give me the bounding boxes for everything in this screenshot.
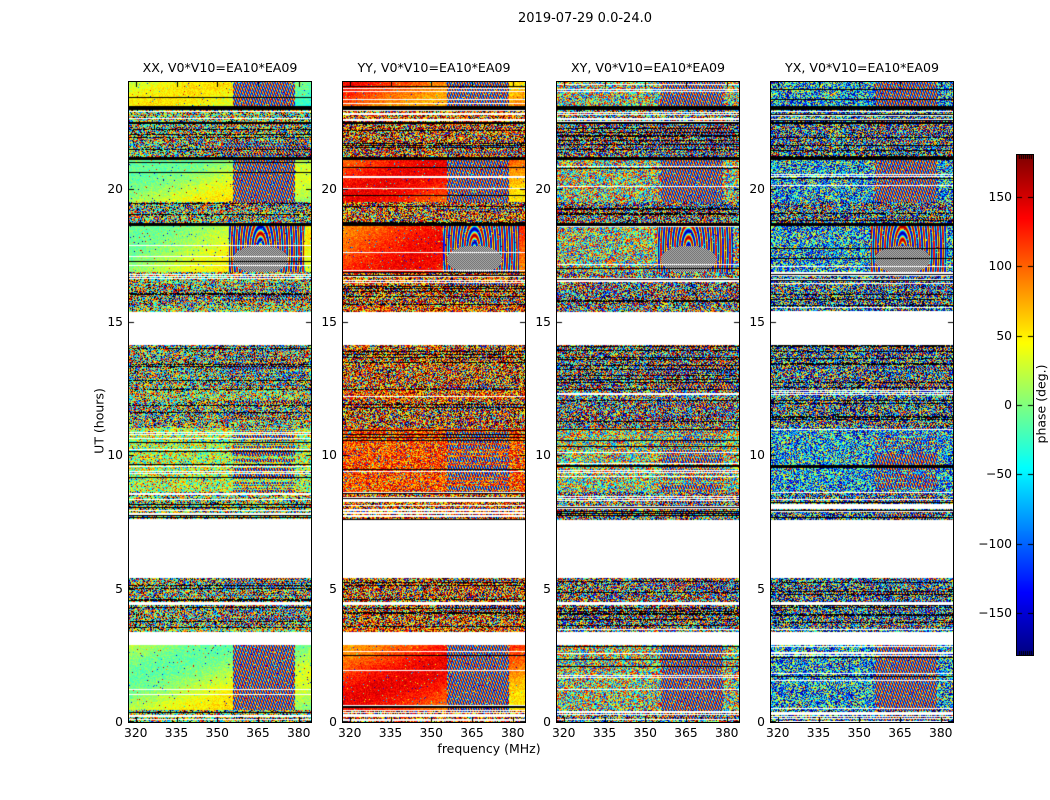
x-tick-label: 350 bbox=[205, 726, 230, 740]
colorbar-tick-label: 0 bbox=[1004, 398, 1012, 412]
x-tick-label: 380 bbox=[501, 726, 525, 740]
y-tick-label: 20 bbox=[107, 181, 123, 196]
colorbar-tick-label: 150 bbox=[988, 190, 1012, 204]
panel-title-yy: YY, V0*V10=EA10*EA09 bbox=[357, 60, 511, 75]
y-tick-label: 10 bbox=[321, 448, 337, 463]
heatmap-canvas-xx bbox=[129, 82, 311, 722]
y-tick-label: 20 bbox=[321, 181, 337, 196]
x-axis-label: frequency (MHz) bbox=[437, 741, 541, 756]
panel-title-yx: YX, V0*V10=EA10*EA09 bbox=[785, 60, 939, 75]
x-tick-label: 335 bbox=[164, 726, 189, 740]
heatmap-canvas-yy bbox=[343, 82, 525, 722]
x-tick-label: 320 bbox=[552, 726, 576, 740]
y-tick-label: 15 bbox=[749, 315, 765, 329]
heatmap-canvas-yx bbox=[771, 82, 953, 722]
x-tick-label: 365 bbox=[460, 726, 484, 740]
colorbar bbox=[1016, 154, 1034, 656]
panel-yx bbox=[770, 81, 954, 723]
x-tick-label: 380 bbox=[715, 726, 739, 740]
y-tick-label: 10 bbox=[535, 448, 551, 463]
y-tick-label: 0 bbox=[757, 715, 765, 729]
x-tick-label: 320 bbox=[766, 726, 790, 740]
y-tick-label: 10 bbox=[749, 448, 765, 463]
figure-title: 2019-07-29 0.0-24.0 bbox=[518, 11, 652, 26]
colorbar-tick-label: −100 bbox=[978, 537, 1012, 551]
y-tick-label: 20 bbox=[749, 181, 765, 196]
x-tick-label: 365 bbox=[246, 726, 270, 740]
panel-yy bbox=[342, 81, 526, 723]
y-tick-label: 0 bbox=[543, 715, 551, 729]
y-tick-label: 20 bbox=[535, 181, 551, 196]
heatmap-canvas-xy bbox=[557, 82, 739, 722]
x-tick-label: 365 bbox=[888, 726, 912, 740]
x-tick-label: 320 bbox=[338, 726, 362, 740]
y-tick-label: 5 bbox=[115, 581, 123, 596]
colorbar-tick-label: −150 bbox=[978, 606, 1012, 620]
y-tick-label: 5 bbox=[329, 581, 337, 596]
colorbar-tick-label: 50 bbox=[996, 329, 1012, 343]
panel-title-xx: XX, V0*V10=EA10*EA09 bbox=[142, 60, 298, 75]
x-tick-label: 380 bbox=[287, 726, 311, 740]
y-tick-label: 0 bbox=[115, 715, 123, 729]
x-tick-label: 365 bbox=[674, 726, 698, 740]
x-tick-label: 335 bbox=[378, 726, 403, 740]
x-tick-label: 320 bbox=[124, 726, 148, 740]
x-tick-label: 335 bbox=[592, 726, 617, 740]
panel-xx bbox=[128, 81, 312, 723]
y-tick-label: 15 bbox=[321, 315, 337, 329]
colorbar-label: phase (deg.) bbox=[1033, 364, 1049, 444]
colorbar-gradient bbox=[1017, 155, 1033, 655]
y-tick-label: 5 bbox=[543, 581, 551, 596]
y-tick-label: 15 bbox=[535, 315, 551, 329]
y-tick-label: 15 bbox=[107, 315, 123, 329]
y-axis-label: UT (hours) bbox=[91, 388, 107, 454]
x-tick-label: 380 bbox=[929, 726, 953, 740]
panel-title-xy: XY, V0*V10=EA10*EA09 bbox=[571, 60, 725, 75]
x-tick-label: 350 bbox=[633, 726, 658, 740]
y-tick-label: 5 bbox=[757, 581, 765, 596]
x-tick-label: 350 bbox=[847, 726, 872, 740]
colorbar-tick-label: 100 bbox=[988, 259, 1012, 273]
colorbar-tick-label: −50 bbox=[986, 467, 1012, 481]
y-tick-label: 0 bbox=[329, 715, 337, 729]
panel-xy bbox=[556, 81, 740, 723]
x-tick-label: 350 bbox=[419, 726, 444, 740]
x-tick-label: 335 bbox=[806, 726, 831, 740]
y-tick-label: 10 bbox=[107, 448, 123, 463]
